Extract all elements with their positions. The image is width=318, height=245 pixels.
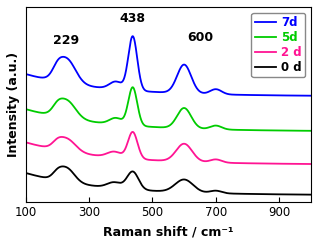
5d: [40, 111, 44, 114]
0 d: [309, 193, 313, 196]
Text: 600: 600: [187, 31, 213, 44]
0 d: [40, 175, 44, 178]
5d: [130, 86, 134, 89]
5d: [131, 86, 135, 89]
7d: [219, 89, 223, 92]
0 d: [219, 190, 223, 193]
0 d: [61, 165, 65, 168]
2 d: [24, 141, 27, 144]
7d: [140, 84, 144, 87]
2 d: [131, 130, 135, 133]
Text: 438: 438: [120, 12, 146, 25]
0 d: [24, 172, 27, 174]
5d: [309, 129, 313, 132]
5d: [24, 108, 27, 110]
2 d: [85, 152, 88, 155]
7d: [142, 87, 146, 90]
0 d: [131, 170, 135, 173]
2 d: [142, 156, 146, 159]
2 d: [130, 131, 134, 134]
7d: [85, 83, 88, 86]
Text: 229: 229: [53, 34, 80, 47]
2 d: [309, 162, 313, 165]
2 d: [219, 159, 223, 162]
5d: [140, 121, 144, 124]
Y-axis label: Intensity (a.u.): Intensity (a.u.): [7, 52, 20, 157]
5d: [219, 125, 223, 128]
5d: [142, 123, 146, 126]
Line: 5d: 5d: [25, 87, 311, 131]
7d: [24, 73, 27, 75]
7d: [40, 76, 44, 79]
0 d: [85, 183, 88, 186]
0 d: [142, 186, 146, 189]
2 d: [140, 154, 144, 157]
5d: [85, 118, 88, 121]
Line: 7d: 7d: [25, 36, 311, 96]
7d: [309, 94, 313, 97]
7d: [131, 35, 135, 38]
Line: 0 d: 0 d: [25, 166, 311, 195]
Legend: 7d, 5d, 2 d, 0 d: 7d, 5d, 2 d, 0 d: [252, 13, 305, 77]
7d: [130, 35, 134, 38]
0 d: [140, 184, 144, 187]
X-axis label: Raman shift / cm⁻¹: Raman shift / cm⁻¹: [103, 225, 233, 238]
Line: 2 d: 2 d: [25, 132, 311, 164]
2 d: [40, 145, 44, 147]
